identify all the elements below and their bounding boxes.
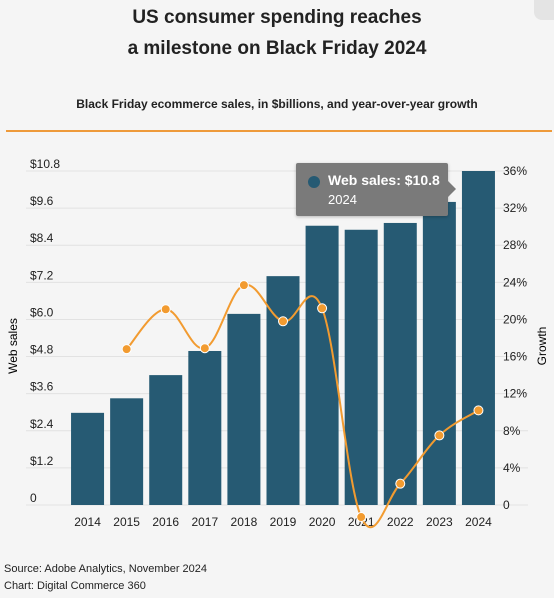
x-tick-label: 2022 [387, 515, 414, 529]
chart-title-line-1: US consumer spending reaches [132, 7, 422, 28]
tooltip: Web sales: $10.8 2024 [296, 163, 456, 216]
x-tick-label: 2019 [270, 515, 297, 529]
y-tick-label: $8.4 [30, 231, 54, 245]
x-tick-label: 2024 [465, 515, 492, 529]
tooltip-series-dot [308, 176, 320, 188]
y2-tick-label: 0 [503, 498, 510, 512]
y-tick-label: $1.2 [30, 454, 54, 468]
source-line: Source: Adobe Analytics, November 2024 [4, 563, 208, 575]
growth-point-2017[interactable] [199, 343, 210, 354]
x-axis-tick-labels: 2014201520162017201820192020202120222023… [74, 515, 492, 529]
tooltip-category: 2024 [328, 192, 357, 207]
y-tick-label: $7.2 [30, 268, 54, 282]
y-tick-label: $9.6 [30, 194, 54, 208]
y2-tick-label: 32% [503, 201, 527, 215]
right-axis-tick-labels: 36% 32% 28% 24% 20% 16% 12% 8% 4% 0 [503, 164, 527, 512]
y2-tick-label: 8% [503, 424, 521, 438]
growth-point-2023[interactable] [434, 430, 445, 441]
chart-title: US consumer spending reaches a milestone… [0, 2, 554, 64]
tooltip-value: Web sales: $10.8 [328, 172, 440, 188]
y2-tick-label: 36% [503, 164, 527, 178]
accent-divider [6, 130, 552, 132]
bar-2016[interactable] [149, 375, 183, 505]
x-tick-label: 2017 [191, 515, 218, 529]
x-tick-label: 2014 [74, 515, 101, 529]
growth-point-2020[interactable] [317, 303, 328, 314]
y-tick-label: $2.4 [30, 417, 54, 431]
y-tick-label: $10.8 [30, 157, 60, 171]
bar-2021[interactable] [344, 229, 378, 505]
bar-2022[interactable] [383, 222, 417, 505]
x-tick-label: 2018 [231, 515, 258, 529]
bar-2017[interactable] [188, 350, 222, 505]
bar-2018[interactable] [227, 313, 261, 505]
y-tick-label: 0 [30, 491, 37, 505]
growth-point-2018[interactable] [238, 280, 249, 291]
bar-series-web-sales [71, 171, 495, 506]
y-tick-label: $4.8 [30, 343, 54, 357]
y2-tick-label: 28% [503, 238, 527, 252]
growth-point-2015[interactable] [121, 344, 132, 355]
y-tick-label: $3.6 [30, 380, 54, 394]
bar-2015[interactable] [110, 398, 144, 505]
y2-tick-label: 24% [503, 275, 527, 289]
left-axis-tick-labels: $10.8 $9.6 $8.4 $7.2 $6.0 $4.8 $3.6 $2.4 $1.2 0 [30, 157, 60, 505]
growth-point-2024[interactable] [473, 405, 484, 416]
x-tick-label: 2016 [152, 515, 179, 529]
growth-point-2019[interactable] [278, 316, 288, 327]
y-tick-label: $6.0 [30, 305, 54, 319]
corner-fold [534, 0, 554, 20]
growth-point-2021[interactable] [356, 512, 367, 523]
y2-axis-label: Growth [535, 327, 549, 366]
bar-2023[interactable] [422, 201, 456, 506]
x-tick-label: 2020 [309, 515, 336, 529]
bar-2024[interactable] [461, 171, 495, 505]
growth-line [125, 283, 479, 529]
x-tick-label: 2023 [426, 515, 453, 529]
growth-point-2022[interactable] [395, 478, 406, 489]
x-tick-label: 2015 [113, 515, 140, 529]
credit-line: Chart: Digital Commerce 360 [4, 580, 146, 592]
source-note: Source: Adobe Analytics, November 2024 C… [4, 561, 207, 595]
y2-tick-label: 4% [503, 461, 521, 475]
line-series-growth [121, 280, 484, 529]
chart-title-line-2: a milestone on Black Friday 2024 [127, 38, 427, 59]
y-axis-label: Web sales [6, 318, 20, 374]
bar-2020[interactable] [305, 225, 339, 505]
y2-tick-label: 20% [503, 312, 527, 326]
growth-point-2016[interactable] [160, 304, 171, 315]
y2-tick-label: 16% [503, 350, 527, 364]
bar-2014[interactable] [71, 412, 105, 505]
chart-subtitle: Black Friday ecommerce sales, in $billio… [76, 97, 478, 111]
y2-tick-label: 12% [503, 387, 527, 401]
